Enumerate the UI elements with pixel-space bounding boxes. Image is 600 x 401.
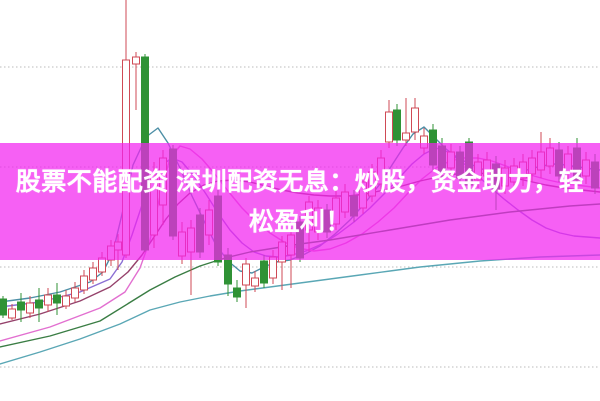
- promo-text-line1: 股票不能配资 深圳配资无息：炒股，资金助力，轻: [15, 167, 585, 196]
- promo-banner: 股票不能配资 深圳配资无息：炒股，资金助力，轻 松盈利！: [0, 143, 600, 260]
- promo-text-line2: 松盈利！: [248, 207, 351, 236]
